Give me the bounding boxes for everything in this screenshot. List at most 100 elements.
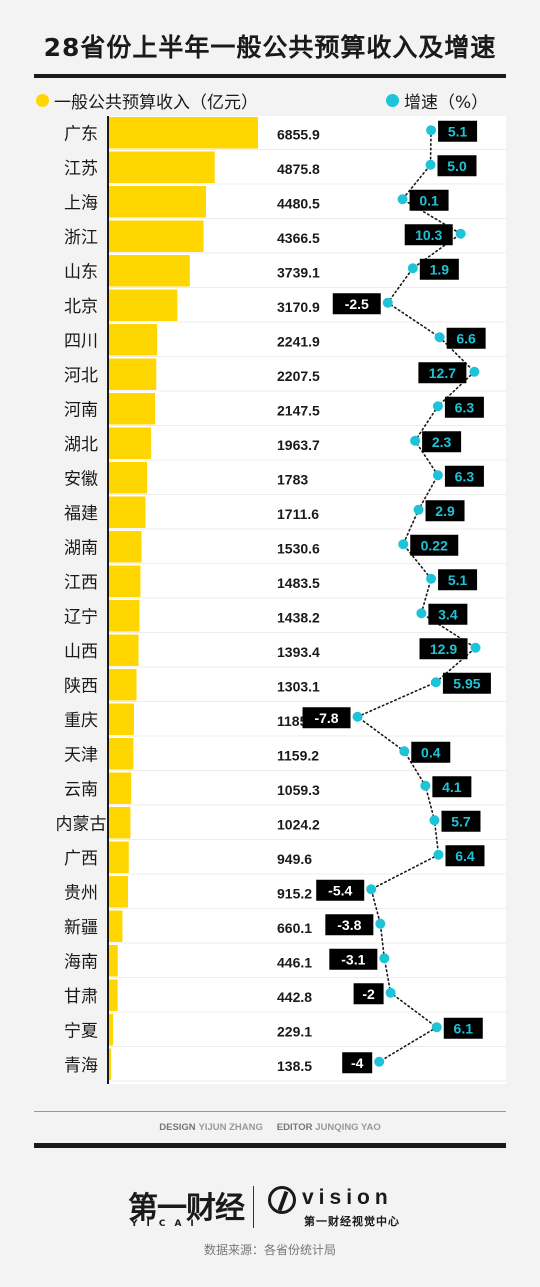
category-label: 重庆 (64, 711, 98, 731)
growth-dot (433, 849, 444, 860)
revenue-value-label: 229.1 (277, 1023, 312, 1039)
category-label: 云南 (64, 780, 98, 800)
revenue-value-label: 2147.5 (277, 402, 320, 418)
category-label: 辽宁 (64, 607, 98, 627)
revenue-value-label: 4480.5 (277, 195, 320, 211)
revenue-bar (108, 393, 155, 425)
revenue-bar (108, 979, 118, 1011)
growth-label-box (419, 258, 459, 280)
legend-revenue: 一般公共预算收入（亿元） (36, 88, 258, 113)
growth-dot (426, 125, 437, 136)
revenue-bar (108, 600, 140, 632)
category-label: 江苏 (64, 159, 98, 179)
growth-value-label: 6.6 (456, 330, 476, 346)
data-source: 数据来源：各省份统计局 (203, 1243, 336, 1257)
growth-label-box (441, 810, 481, 832)
legend-revenue-label: 一般公共预算收入（亿元） (54, 93, 258, 113)
growth-value-label: 4.1 (442, 779, 462, 795)
growth-label-box (332, 293, 381, 315)
growth-label-box (353, 983, 384, 1005)
category-label: 河北 (64, 366, 98, 386)
growth-dot (398, 539, 409, 550)
growth-dot (434, 332, 445, 343)
growth-dot (413, 504, 424, 515)
growth-dot (455, 228, 466, 239)
revenue-bar (108, 186, 207, 218)
revenue-bar (108, 772, 132, 804)
growth-dot (432, 470, 443, 481)
growth-value-label: -7.8 (314, 710, 338, 726)
vision-logo-mark (268, 1186, 296, 1214)
category-label: 湖北 (64, 435, 98, 455)
revenue-bar (108, 738, 134, 770)
growth-label-box (432, 776, 472, 798)
growth-value-label: 5.0 (447, 158, 467, 174)
category-label: 浙江 (64, 228, 98, 248)
growth-value-label: -2 (362, 986, 375, 1002)
growth-value-label: 12.9 (430, 641, 457, 657)
growth-line (355, 129, 477, 1063)
growth-value-label: 3.4 (438, 606, 458, 622)
growth-dot (430, 677, 441, 688)
growth-label-box (410, 534, 459, 556)
category-label: 宁夏 (64, 1021, 98, 1041)
revenue-value-label: 1483.5 (277, 575, 320, 591)
revenue-value-label: 1303.1 (277, 678, 320, 694)
growth-dot (431, 1022, 442, 1033)
revenue-bar (108, 462, 148, 494)
category-label: 上海 (64, 193, 98, 213)
revenue-bar (108, 496, 146, 528)
growth-dot (410, 435, 421, 446)
growth-label-box (425, 500, 465, 522)
page-title: 28省份上半年一般公共预算收入及增速 (43, 33, 497, 62)
growth-value-label: 5.7 (451, 813, 471, 829)
category-label: 福建 (64, 504, 98, 524)
revenue-bar (108, 358, 157, 390)
revenue-value-label: 4366.5 (277, 230, 320, 246)
growth-dot (429, 815, 440, 826)
growth-value-label: 2.3 (432, 434, 452, 450)
category-label: 广东 (64, 124, 98, 144)
growth-label-box (325, 914, 374, 936)
growth-label-box (329, 948, 378, 970)
revenue-value-label: 2207.5 (277, 368, 320, 384)
category-label: 贵州 (64, 883, 98, 903)
growth-value-label: 12.7 (429, 365, 456, 381)
growth-label-box (419, 638, 468, 660)
growth-dot (416, 608, 427, 619)
vision-logo-sub: 第一财经视觉中心 (304, 1215, 400, 1228)
revenue-bar (108, 117, 258, 149)
growth-value-label: 6.4 (455, 848, 475, 864)
growth-dot (399, 746, 410, 757)
title-rule (34, 74, 506, 78)
growth-label-box (411, 741, 451, 763)
growth-label-box (438, 569, 478, 591)
growth-label-box (443, 1017, 483, 1039)
revenue-value-label: 2241.9 (277, 333, 320, 349)
category-label: 四川 (64, 331, 98, 351)
legend-growth: 增速（%） (386, 88, 488, 113)
category-label: 陕西 (64, 676, 98, 696)
growth-label-box (302, 707, 351, 729)
revenue-value-label: 949.6 (277, 851, 312, 867)
growth-dot (432, 401, 443, 412)
yicai-logo: 第一财经 (128, 1191, 245, 1226)
growth-value-label: -3.8 (337, 917, 361, 933)
growth-value-label: 0.22 (421, 537, 448, 553)
category-label: 内蒙古 (56, 814, 107, 834)
growth-dot (407, 263, 418, 274)
revenue-value-label: 3170.9 (277, 299, 320, 315)
logo-separator (253, 1186, 254, 1228)
revenue-value-label: 446.1 (277, 954, 312, 970)
legend-yellow-dot (36, 94, 49, 107)
revenue-bar (108, 220, 204, 252)
category-label: 甘肃 (64, 987, 98, 1007)
growth-label-box (438, 120, 478, 142)
growth-value-label: 5.1 (448, 123, 468, 139)
growth-label-box (316, 879, 365, 901)
growth-dot (469, 366, 480, 377)
category-label: 安徽 (64, 469, 98, 489)
revenue-value-label: 1783 (277, 471, 308, 487)
growth-value-label: 5.95 (453, 675, 480, 691)
